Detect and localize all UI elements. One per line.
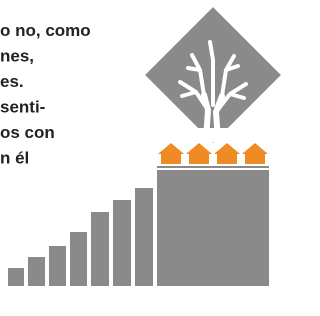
page: o no, como nes, es. senti-os con n él [0,0,282,316]
text-block: o no, como nes, es. senti-os con n él [0,21,91,168]
text-line: n él [0,149,29,168]
text-line: o no, como [0,21,91,40]
tree-icon [145,7,281,143]
text-line: es. [0,72,24,91]
text-line: nes, [0,47,34,66]
houses [158,143,268,164]
staircase [8,170,269,286]
text-line: os con [0,123,55,142]
text-line: senti- [0,98,45,117]
